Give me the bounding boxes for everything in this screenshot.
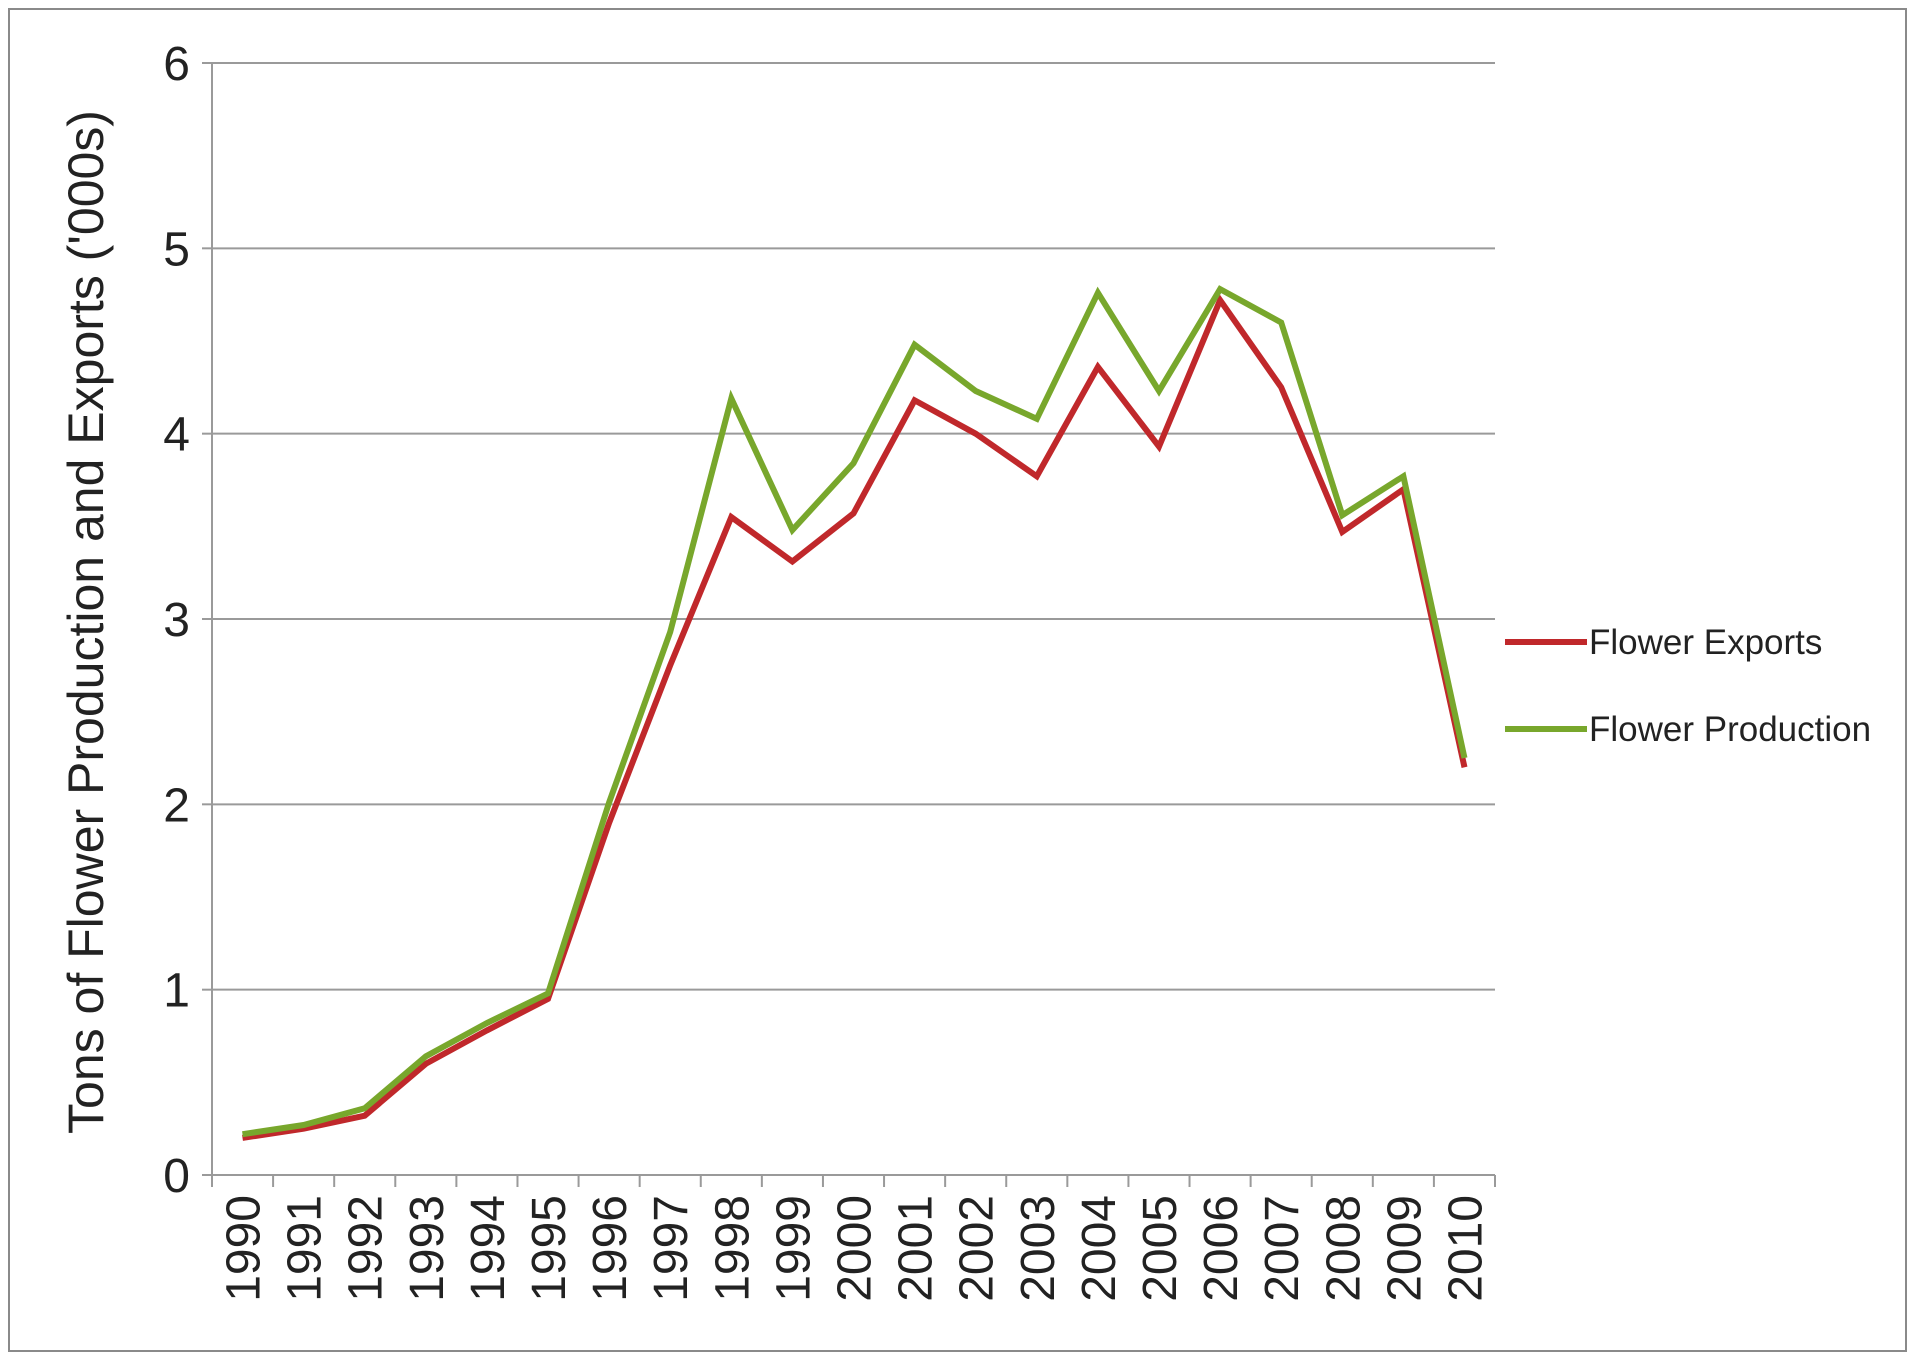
x-tick-label-2008: 2008	[1317, 1195, 1370, 1302]
y-tick-label-0: 0	[163, 1150, 190, 1203]
x-tick-label-1996: 1996	[584, 1195, 637, 1302]
y-tick-label-6: 6	[163, 38, 190, 91]
x-tick-label-1990: 1990	[218, 1195, 271, 1302]
axes	[202, 62, 1496, 1187]
legend: Flower Exports Flower Production	[1505, 623, 1871, 749]
legend-label-flower-exports: Flower Exports	[1589, 623, 1822, 662]
y-tick-label-4: 4	[163, 409, 190, 462]
x-tick-label-1991: 1991	[279, 1195, 332, 1302]
chart-frame	[8, 8, 1907, 1352]
series-line-flower-exports	[242, 294, 1468, 1141]
legend-label-flower-production: Flower Production	[1589, 710, 1871, 749]
x-tick-label-2006: 2006	[1195, 1195, 1248, 1302]
gridlines	[212, 62, 1495, 991]
x-tick-label-2003: 2003	[1012, 1195, 1065, 1302]
y-tick-label-2: 2	[163, 779, 190, 832]
y-tick-label-5: 5	[163, 223, 190, 276]
x-tick-label-1999: 1999	[767, 1195, 820, 1302]
y-tick-label-1: 1	[163, 965, 190, 1018]
x-tick-label-2000: 2000	[829, 1195, 882, 1302]
x-tick-label-1992: 1992	[340, 1195, 393, 1302]
x-axis-ticks: 1990 1991 1992 1993 1994 1995 1996 1997 1998 1999…	[218, 1195, 1493, 1302]
x-tick-label-2007: 2007	[1256, 1195, 1309, 1302]
x-tick-label-1995: 1995	[523, 1195, 576, 1302]
x-tick-label-2009: 2009	[1378, 1195, 1431, 1302]
x-tick-label-2010: 2010	[1439, 1195, 1492, 1302]
x-tick-label-1994: 1994	[462, 1195, 515, 1302]
x-tick-label-2005: 2005	[1134, 1195, 1187, 1302]
x-tick-label-1993: 1993	[401, 1195, 454, 1302]
x-tick-label-1997: 1997	[645, 1195, 698, 1302]
series-line-flower-production	[242, 285, 1468, 1138]
x-tick-label-1998: 1998	[706, 1195, 759, 1302]
x-tick-label-2001: 2001	[890, 1195, 943, 1302]
x-tick-label-2004: 2004	[1073, 1195, 1126, 1302]
series-lines	[242, 285, 1468, 1141]
x-tick-label-2002: 2002	[951, 1195, 1004, 1302]
y-tick-label-3: 3	[163, 594, 190, 647]
y-axis-ticks: 0 1 2 3 4 5 6	[163, 38, 190, 1203]
y-axis-label: Tons of Flower Production and Exports ('…	[58, 110, 114, 1134]
